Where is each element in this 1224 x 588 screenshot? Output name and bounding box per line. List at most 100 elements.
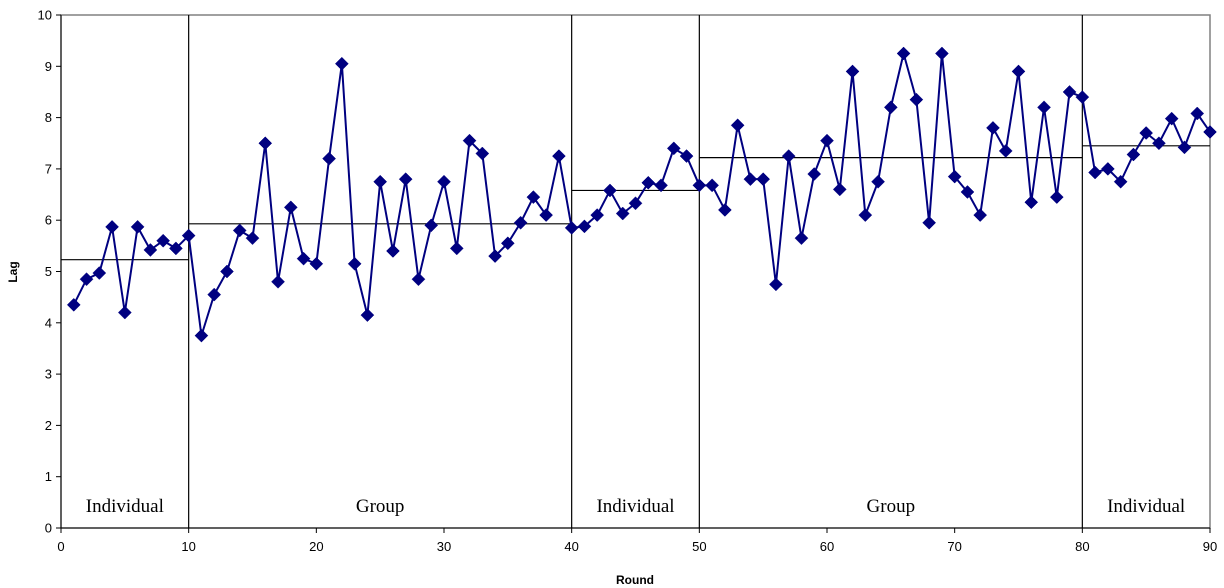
data-point-marker bbox=[79, 272, 94, 287]
x-tick-label: 50 bbox=[692, 539, 706, 554]
phase-label: Individual bbox=[596, 496, 674, 517]
data-point-marker bbox=[526, 190, 541, 204]
x-tick-label: 90 bbox=[1203, 539, 1217, 554]
data-point-marker bbox=[169, 241, 183, 256]
y-tick-label: 10 bbox=[38, 8, 52, 23]
data-point-marker bbox=[769, 277, 783, 292]
data-point-marker bbox=[411, 272, 426, 287]
x-tick-label: 80 bbox=[1075, 539, 1089, 554]
phase-label: Group bbox=[356, 496, 405, 517]
data-point-marker bbox=[1152, 136, 1166, 151]
data-point-marker bbox=[552, 149, 566, 163]
data-point-marker bbox=[1139, 126, 1154, 140]
phase-label: Group bbox=[867, 496, 916, 517]
data-point-marker bbox=[692, 178, 707, 193]
data-point-marker bbox=[130, 220, 145, 234]
data-point-marker bbox=[500, 236, 515, 251]
data-point-marker bbox=[513, 215, 528, 230]
data-point-marker bbox=[781, 149, 796, 163]
y-tick-label: 1 bbox=[45, 469, 52, 484]
data-point-marker bbox=[66, 297, 81, 312]
lag-series bbox=[66, 46, 1217, 343]
data-point-marker bbox=[335, 56, 349, 71]
data-point-marker bbox=[845, 64, 860, 79]
data-point-marker bbox=[207, 287, 222, 302]
phase-label: Individual bbox=[1107, 496, 1185, 517]
data-point-marker bbox=[1177, 140, 1192, 155]
x-tick-label: 20 bbox=[309, 539, 323, 554]
x-tick-label: 70 bbox=[947, 539, 961, 554]
data-point-marker bbox=[1062, 85, 1077, 99]
data-point-marker bbox=[1113, 174, 1128, 189]
data-point-marker bbox=[424, 218, 439, 233]
data-point-marker bbox=[973, 208, 988, 222]
data-point-marker bbox=[743, 172, 758, 187]
x-tick-label: 40 bbox=[564, 539, 578, 554]
data-point-marker bbox=[386, 244, 400, 258]
data-point-marker bbox=[296, 251, 311, 266]
data-point-marker bbox=[1164, 111, 1179, 126]
data-point-marker bbox=[398, 172, 413, 187]
data-point-marker bbox=[883, 100, 898, 115]
data-point-marker bbox=[615, 206, 630, 221]
data-point-marker bbox=[322, 151, 336, 166]
y-tick-label: 7 bbox=[45, 161, 52, 176]
data-point-marker bbox=[718, 203, 732, 217]
data-point-marker bbox=[360, 308, 375, 322]
data-point-marker bbox=[909, 92, 924, 107]
data-point-marker bbox=[1203, 125, 1217, 139]
data-point-marker bbox=[832, 182, 847, 197]
y-tick-label: 0 bbox=[45, 521, 52, 536]
phase-dividers bbox=[188, 15, 1083, 528]
data-point-marker bbox=[105, 220, 119, 234]
y-tick-label: 8 bbox=[45, 110, 52, 125]
data-point-marker bbox=[232, 223, 247, 238]
data-point-marker bbox=[488, 249, 502, 263]
data-point-marker bbox=[1126, 147, 1141, 162]
series-line bbox=[72, 53, 1211, 336]
data-point-marker bbox=[628, 196, 643, 211]
data-point-marker bbox=[117, 305, 132, 320]
y-axis-title: Lag bbox=[6, 261, 20, 282]
data-point-marker bbox=[181, 228, 196, 243]
data-point-marker bbox=[730, 118, 745, 133]
data-point-marker bbox=[998, 144, 1013, 158]
data-point-marker bbox=[1024, 195, 1039, 210]
data-point-marker bbox=[858, 208, 873, 222]
data-point-marker bbox=[194, 328, 209, 343]
x-tick-label: 10 bbox=[181, 539, 195, 554]
data-point-marker bbox=[347, 256, 362, 271]
x-tick-label: 0 bbox=[57, 539, 64, 554]
data-point-marker bbox=[143, 243, 158, 257]
data-point-marker bbox=[475, 146, 490, 161]
data-point-marker bbox=[590, 208, 605, 222]
data-point-marker bbox=[577, 219, 592, 234]
data-point-marker bbox=[462, 133, 477, 148]
data-point-marker bbox=[922, 215, 936, 230]
data-point-marker bbox=[1088, 165, 1102, 180]
data-point-marker bbox=[449, 241, 464, 256]
phase-label: Individual bbox=[86, 496, 164, 517]
data-point-marker bbox=[1075, 90, 1090, 104]
y-tick-label: 6 bbox=[45, 213, 52, 228]
data-point-marker bbox=[641, 175, 656, 190]
data-point-marker bbox=[564, 221, 579, 235]
x-tick-label: 30 bbox=[437, 539, 451, 554]
data-point-marker bbox=[156, 233, 170, 248]
data-point-marker bbox=[1037, 100, 1051, 115]
data-point-marker bbox=[603, 183, 617, 198]
data-point-marker bbox=[705, 178, 719, 193]
data-point-marker bbox=[271, 274, 285, 289]
y-tick-label: 9 bbox=[45, 59, 52, 74]
data-point-marker bbox=[309, 256, 324, 271]
data-point-marker bbox=[896, 46, 911, 61]
data-point-marker bbox=[947, 169, 962, 184]
data-point-marker bbox=[794, 231, 809, 246]
data-point-marker bbox=[92, 266, 107, 280]
data-point-marker bbox=[437, 174, 451, 189]
y-tick-label: 5 bbox=[45, 264, 52, 279]
data-point-marker bbox=[807, 167, 822, 181]
y-tick-label: 2 bbox=[45, 418, 52, 433]
plot-area bbox=[60, 14, 1211, 529]
